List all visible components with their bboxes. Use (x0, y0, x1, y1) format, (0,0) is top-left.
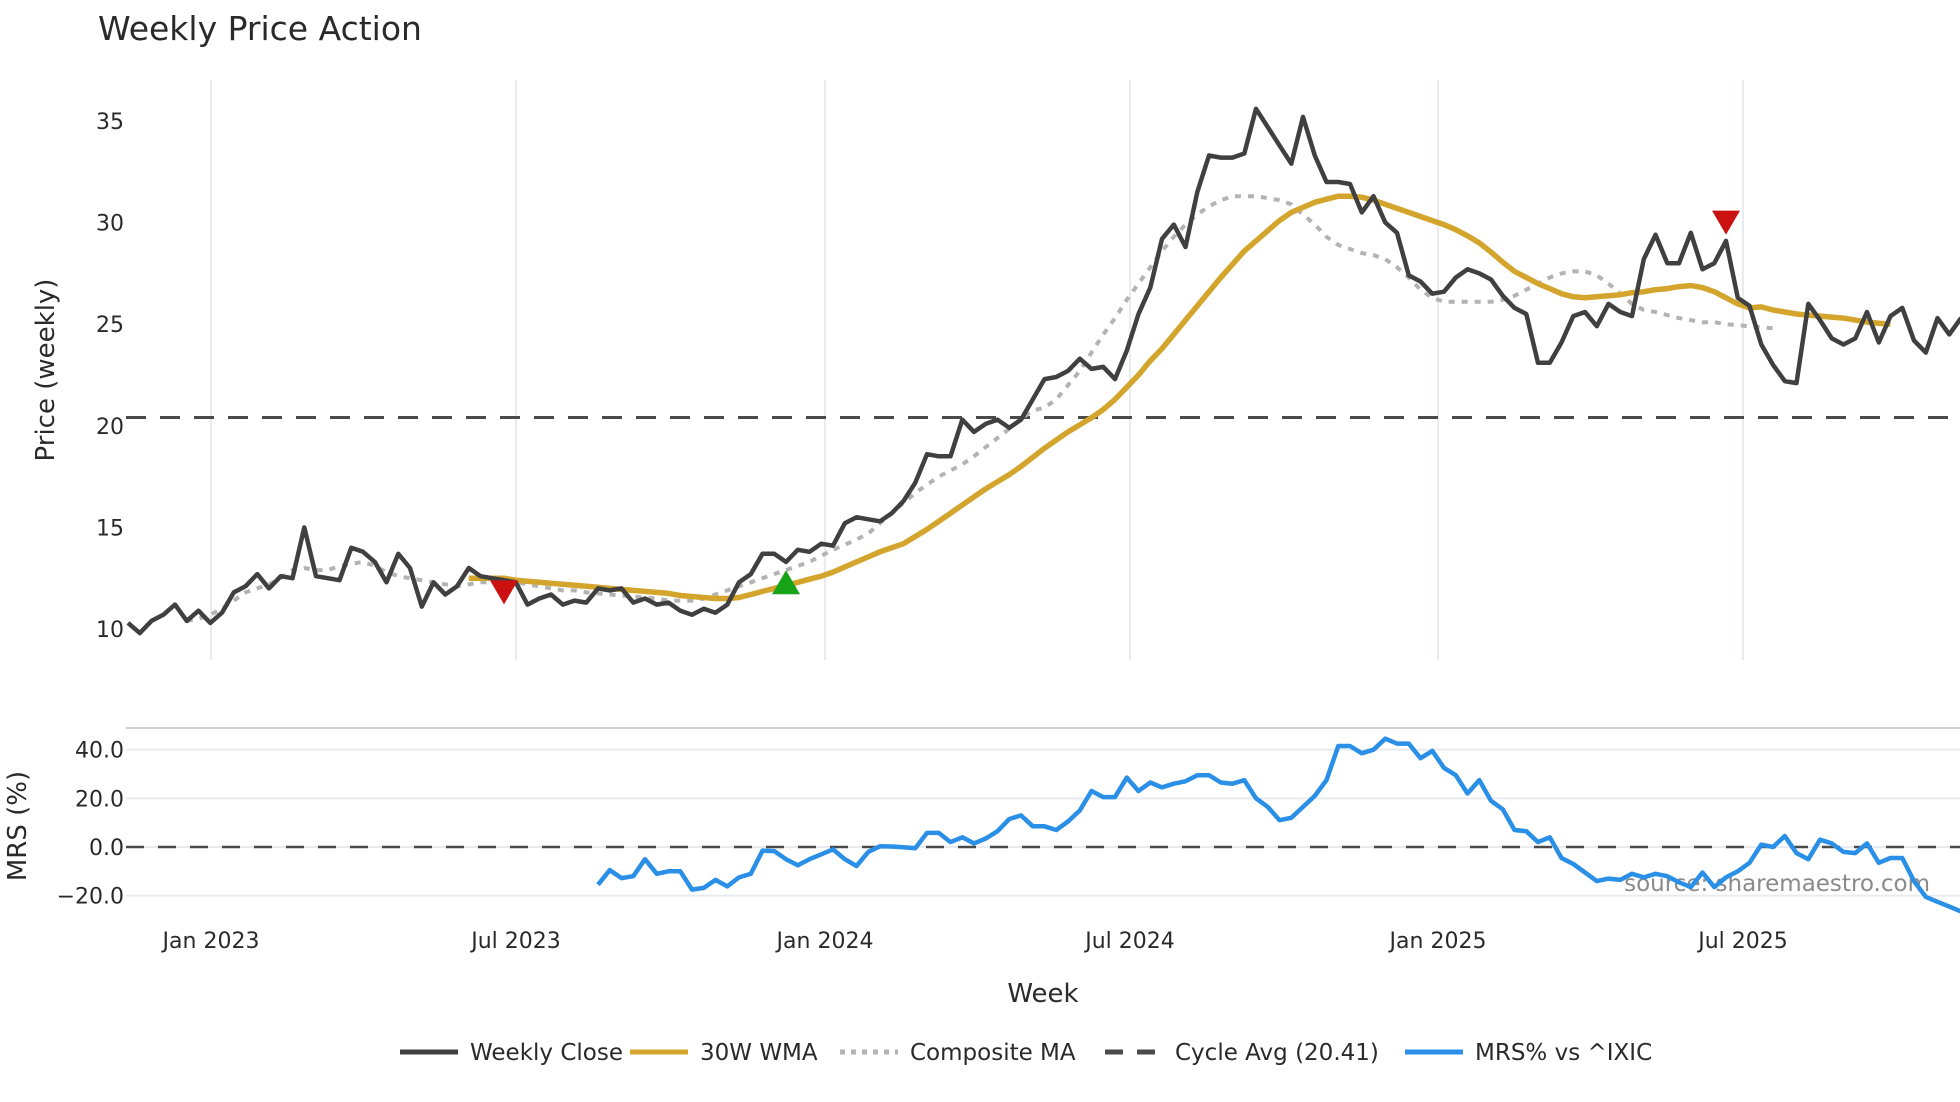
y-tick-label: 30 (96, 212, 124, 237)
y-tick-label: 0.0 (89, 836, 124, 861)
x-axis-ticks: Jan 2023 Jul 2023 Jan 2024 Jul 2024 Jan 2025… (161, 929, 1788, 954)
x-tick-label: Jul 2023 (469, 929, 561, 954)
sell-signal-marker-icon (490, 580, 518, 605)
price-panel: 10 15 20 25 30 35 Price (weekly) (31, 80, 1960, 660)
legend-item-cycle[interactable]: Cycle Avg (20.41) (1105, 1040, 1379, 1066)
legend-item-wma[interactable]: 30W WMA (630, 1040, 818, 1066)
composite-ma-line (186, 194, 1774, 623)
source-watermark: source: sharemaestro.com (1624, 871, 1930, 897)
legend-label: 30W WMA (700, 1040, 818, 1066)
x-tick-label: Jan 2023 (161, 929, 260, 954)
legend-label: Composite MA (910, 1040, 1076, 1066)
price-y-axis-ticks: 10 15 20 25 30 35 (96, 110, 124, 643)
legend: Weekly Close 30W WMA Composite MA Cycle Avg… (400, 1040, 1652, 1066)
legend-item-composite[interactable]: Composite MA (840, 1040, 1076, 1066)
mrs-y-axis-ticks: 40.0 20.0 0.0 −20.0 (57, 739, 124, 910)
x-tick-label: Jul 2024 (1083, 929, 1175, 954)
legend-label: Weekly Close (470, 1040, 623, 1066)
y-tick-label: 40.0 (75, 739, 124, 764)
y-tick-label: 35 (96, 110, 124, 135)
buy-signal-marker-icon (772, 570, 800, 595)
x-tick-label: Jan 2025 (1388, 929, 1487, 954)
mrs-panel: 40.0 20.0 0.0 −20.0 MRS (%) source: sharema… (3, 727, 1960, 914)
y-tick-label: 25 (96, 313, 124, 338)
x-tick-label: Jul 2025 (1696, 929, 1788, 954)
sell-signal-marker-icon (1712, 210, 1740, 235)
y-tick-label: −20.0 (57, 885, 124, 910)
legend-label: Cycle Avg (20.41) (1175, 1040, 1379, 1066)
legend-item-weekly-close[interactable]: Weekly Close (400, 1040, 623, 1066)
price-y-axis-title: Price (weekly) (31, 279, 61, 462)
mrs-line (596, 736, 1960, 914)
chart-title: Weekly Price Action (98, 9, 422, 48)
y-tick-label: 10 (96, 618, 124, 643)
weekly-close-line (126, 106, 1960, 636)
y-tick-label: 20.0 (75, 787, 124, 812)
legend-item-mrs[interactable]: MRS% vs ^IXIC (1405, 1040, 1652, 1066)
price-gridlines (210, 80, 1744, 660)
x-tick-label: Jan 2024 (775, 929, 874, 954)
mrs-y-axis-title: MRS (%) (3, 771, 33, 881)
wma-30w-line (468, 193, 1891, 602)
y-tick-label: 15 (96, 516, 124, 541)
x-axis-title: Week (1007, 979, 1078, 1009)
legend-label: MRS% vs ^IXIC (1475, 1040, 1652, 1066)
signal-markers (490, 210, 1740, 605)
y-tick-label: 20 (96, 415, 124, 440)
